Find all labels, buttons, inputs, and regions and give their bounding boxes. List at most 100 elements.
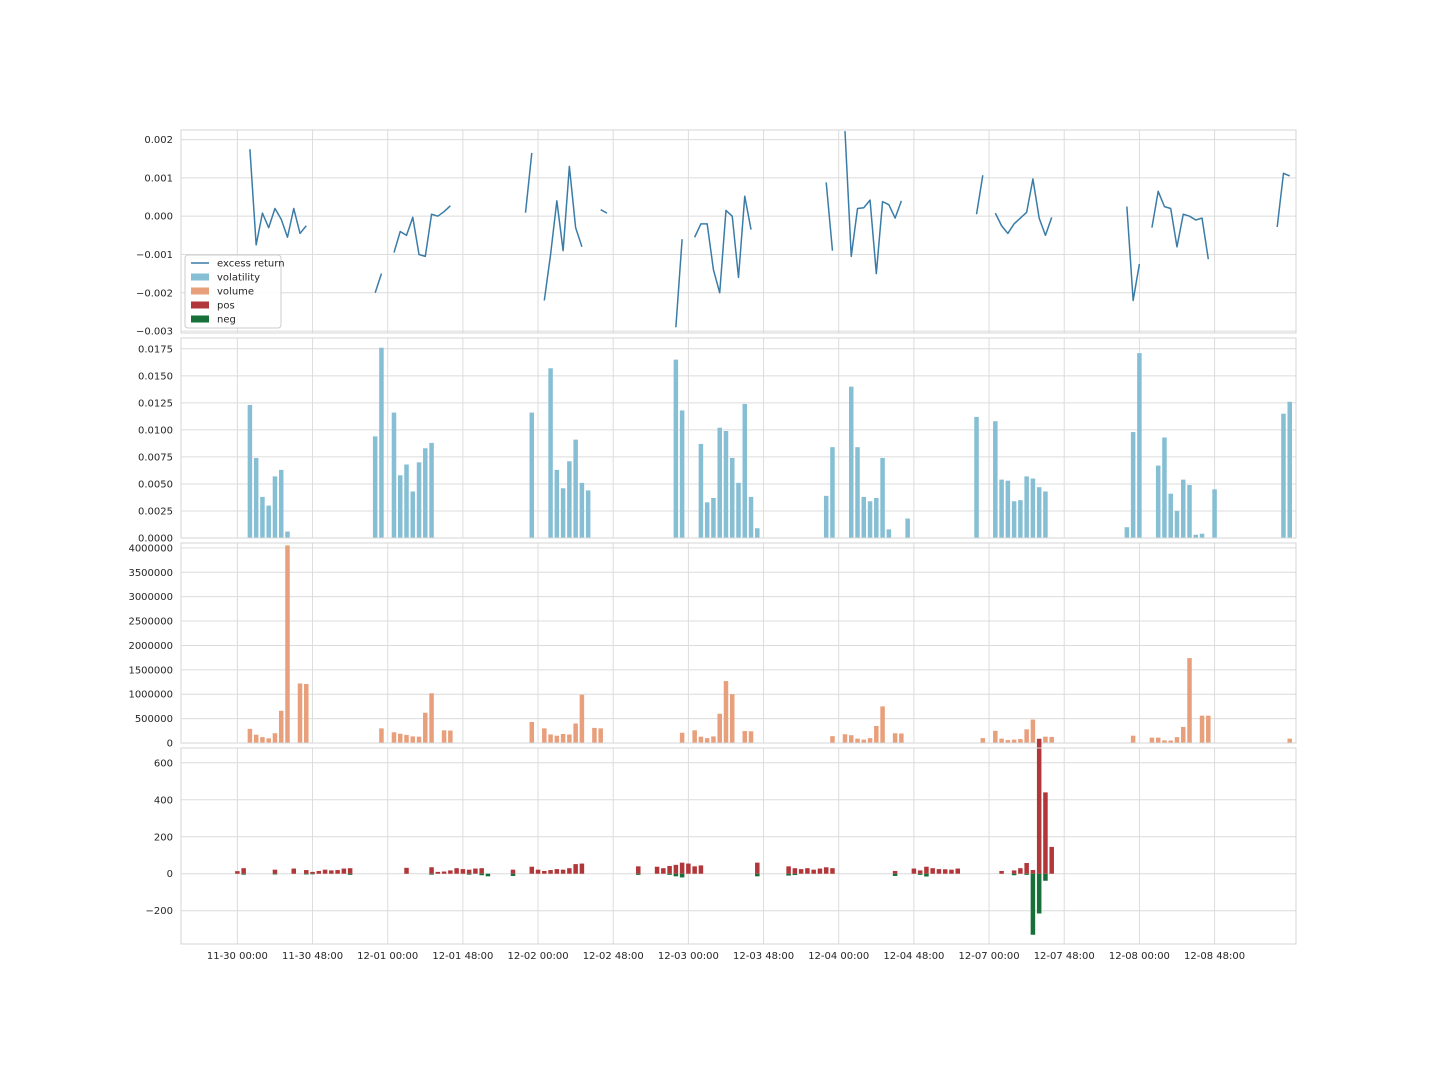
volatility-bar xyxy=(1174,510,1180,538)
volatility-bar xyxy=(1137,353,1142,538)
y-tick-label: 500000 xyxy=(135,714,173,725)
pos-bar xyxy=(347,868,353,874)
neg-bar xyxy=(1043,873,1048,881)
volume-bar xyxy=(592,727,597,743)
volatility-bar xyxy=(1287,401,1292,538)
volume-bar xyxy=(397,733,403,743)
excess-return-line xyxy=(543,165,583,301)
excess-return-line xyxy=(844,131,903,275)
pos-bar xyxy=(999,870,1004,874)
neg-bar xyxy=(1024,873,1029,875)
y-tick-label: 2500000 xyxy=(128,617,173,628)
volume-bar xyxy=(861,739,867,743)
volatility-bar xyxy=(679,410,685,538)
volume-bar xyxy=(579,694,585,743)
volume-bar xyxy=(1168,740,1173,743)
neg-bar xyxy=(636,873,641,875)
pos-bar xyxy=(692,866,697,874)
volatility-bar xyxy=(260,496,265,538)
legend-patch-swatch xyxy=(191,273,209,281)
volume-bar xyxy=(1174,737,1180,743)
pos-bar xyxy=(304,870,309,874)
volume-bar xyxy=(410,736,416,743)
volatility-bar xyxy=(266,505,271,538)
excess-return-line xyxy=(374,273,383,294)
volatility-bar xyxy=(529,412,535,538)
pos-bar xyxy=(892,870,898,874)
pos-bar xyxy=(529,866,535,874)
pos-bar xyxy=(1024,863,1029,874)
x-tick-label: 12-07 00:00 xyxy=(959,951,1020,962)
excess-return-line xyxy=(825,182,834,251)
pos-bar xyxy=(786,866,791,874)
panel-2: 0 500000 1000000 1500000 2000000 2500000 30000… xyxy=(128,542,1297,750)
pos-bar xyxy=(755,862,760,874)
pos-bar xyxy=(316,870,322,874)
volatility-bar xyxy=(704,502,710,538)
volume-bar xyxy=(1043,736,1048,743)
volatility-bar xyxy=(848,386,854,538)
neg-bar xyxy=(310,873,315,875)
pos-bar xyxy=(560,869,566,874)
pos-bar xyxy=(1011,870,1017,874)
pos-bar xyxy=(548,870,553,874)
volatility-bar xyxy=(755,528,760,538)
volume-bar xyxy=(899,733,904,743)
x-tick-label: 12-08 48:00 xyxy=(1184,951,1245,962)
pos-bar xyxy=(673,864,679,874)
volatility-bar xyxy=(698,443,704,538)
neg-bar xyxy=(510,873,516,876)
volatility-bar xyxy=(410,491,416,538)
volume-bar xyxy=(748,731,754,743)
excess-return-line xyxy=(600,209,608,214)
volume-bar xyxy=(247,728,253,743)
x-tick-label: 12-03 00:00 xyxy=(658,951,719,962)
volatility-bar xyxy=(711,498,716,538)
legend-box xyxy=(184,254,282,329)
y-tick-label: 0 xyxy=(167,739,173,750)
panel-frame xyxy=(180,747,1297,945)
volume-bar xyxy=(999,738,1004,743)
volume-bar xyxy=(717,713,722,743)
y-tick-label: 0.002 xyxy=(144,135,173,146)
neg-bar xyxy=(272,873,278,875)
y-tick-label: −200 xyxy=(146,906,173,917)
pos-bar xyxy=(1018,868,1023,874)
volume-bar xyxy=(304,683,309,743)
neg-bar xyxy=(429,873,434,875)
pos-bar xyxy=(441,871,447,874)
volatility-bar xyxy=(1024,476,1029,538)
volatility-bar xyxy=(1043,491,1048,538)
neg-bar xyxy=(466,873,472,875)
x-tick-label: 11-30 48:00 xyxy=(282,951,343,962)
pos-bar xyxy=(942,869,948,874)
pos-bar xyxy=(291,868,297,874)
volatility-bar xyxy=(1199,533,1205,538)
x-tick-label: 12-02 48:00 xyxy=(583,951,644,962)
neg-bar xyxy=(667,873,672,875)
volatility-bar xyxy=(999,479,1004,538)
y-tick-label: 1500000 xyxy=(128,665,173,676)
neg-bar xyxy=(679,873,685,878)
pos-bar xyxy=(817,868,823,874)
volatility-bar xyxy=(372,436,378,538)
pos-bar xyxy=(686,863,691,874)
pos-bar xyxy=(805,868,810,874)
volume-bar xyxy=(1187,658,1192,743)
volatility-bar xyxy=(379,347,384,538)
x-tick-label: 12-04 00:00 xyxy=(808,951,869,962)
volume-bar xyxy=(391,732,397,743)
excess-return-line xyxy=(675,239,683,328)
volume-bar xyxy=(1162,740,1167,743)
volume-bar xyxy=(529,722,535,743)
volatility-bar xyxy=(391,412,397,538)
volume-bar xyxy=(253,734,259,743)
volume-bar xyxy=(598,728,603,743)
pos-bar xyxy=(798,869,804,874)
volatility-bar xyxy=(1124,527,1130,538)
volatility-bar xyxy=(429,442,434,538)
neg-bar xyxy=(755,873,760,877)
pos-bar xyxy=(272,869,278,874)
volatility-bar xyxy=(823,495,829,538)
pos-bar xyxy=(792,868,798,874)
